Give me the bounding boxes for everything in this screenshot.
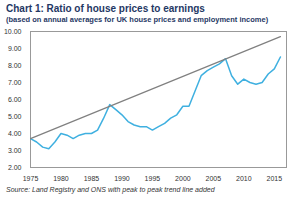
svg-text:9.00: 9.00 bbox=[8, 45, 22, 52]
svg-text:6.00: 6.00 bbox=[8, 96, 22, 103]
html-text:Chart 1: Ratio of house prices: Chart 1: Ratio of house prices to earnin… bbox=[6, 3, 205, 14]
svg-text:3.00: 3.00 bbox=[8, 147, 22, 154]
svg-text:2005: 2005 bbox=[206, 175, 222, 182]
svg-text:4.00: 4.00 bbox=[8, 130, 22, 137]
svg-text:1975: 1975 bbox=[23, 175, 39, 182]
svg-text:10.00: 10.00 bbox=[4, 28, 22, 35]
svg-text:8.00: 8.00 bbox=[8, 62, 22, 69]
svg-text:2015: 2015 bbox=[267, 175, 283, 182]
svg-text:2.00: 2.00 bbox=[8, 164, 22, 171]
svg-text:7.00: 7.00 bbox=[8, 79, 22, 86]
svg-text:1995: 1995 bbox=[145, 175, 161, 182]
svg-text:2000: 2000 bbox=[175, 175, 191, 182]
svg-text:2010: 2010 bbox=[236, 175, 252, 182]
svg-text:1990: 1990 bbox=[114, 175, 130, 182]
svg-text:1985: 1985 bbox=[84, 175, 100, 182]
html-text:(based on annual averages for: (based on annual averages for UK house p… bbox=[6, 15, 269, 24]
html-text:Source: Land Registry and ONS: Source: Land Registry and ONS with peak … bbox=[6, 186, 215, 193]
svg-text:5.00: 5.00 bbox=[8, 113, 22, 120]
svg-text:1980: 1980 bbox=[53, 175, 69, 182]
